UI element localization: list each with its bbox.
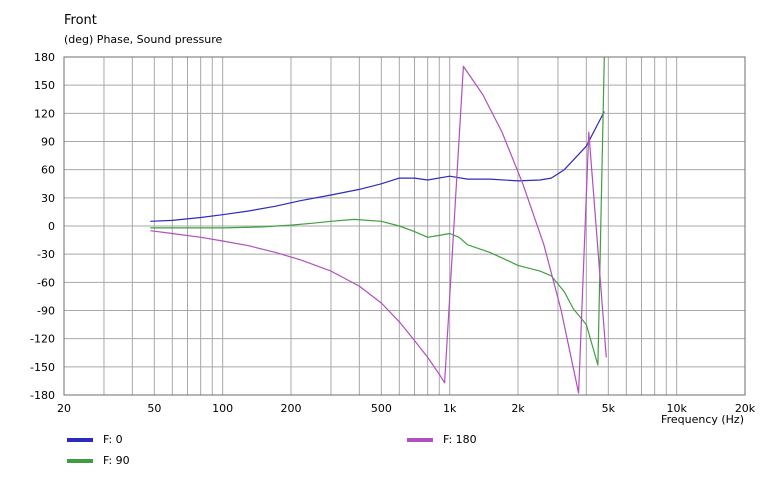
y-tick-label: -60 xyxy=(37,276,55,289)
x-tick-label: 1k xyxy=(443,402,457,415)
x-tick-label: 20k xyxy=(735,402,756,415)
legend-label-f0: F: 0 xyxy=(103,433,123,446)
y-tick-label: 30 xyxy=(41,192,55,205)
x-tick-label: 500 xyxy=(371,402,392,415)
x-tick-label: 10k xyxy=(666,402,687,415)
y-tick-label: -180 xyxy=(30,389,55,402)
y-tick-label: 90 xyxy=(41,136,55,149)
series-line-0 xyxy=(150,111,605,222)
series-lines xyxy=(150,56,607,394)
legend-label-f90: F: 90 xyxy=(103,454,130,467)
y-tick-label: 0 xyxy=(48,220,55,233)
grid xyxy=(64,57,745,395)
x-tick-label: 200 xyxy=(281,402,302,415)
y-tick-label: -120 xyxy=(30,333,55,346)
legend-item-f90: F: 90 xyxy=(67,454,130,467)
legend-swatch-f90 xyxy=(67,458,93,463)
y-tick-label: 180 xyxy=(34,51,55,64)
series-line-1 xyxy=(150,56,605,366)
series-line-2 xyxy=(150,65,607,394)
y-tick-label: 150 xyxy=(34,79,55,92)
x-axis-label: Frequency (Hz) xyxy=(661,413,744,426)
x-tick-label: 100 xyxy=(212,402,233,415)
legend-label-f180: F: 180 xyxy=(443,433,477,446)
x-tick-label: 50 xyxy=(147,402,161,415)
chart-subtitle: (deg) Phase, Sound pressure xyxy=(64,33,223,46)
plot-frame xyxy=(63,56,746,396)
chart-title: Front xyxy=(64,13,97,28)
x-tick-label: 5k xyxy=(602,402,616,415)
x-tick-label: 20 xyxy=(57,402,71,415)
legend-swatch-f180 xyxy=(407,437,433,442)
y-axis-ticks: 180 150 120 90 60 30 0 -30 -60 -90 -120 -150 -180 xyxy=(30,51,55,402)
y-tick-label: 60 xyxy=(41,164,55,177)
x-axis-ticks: 20 50 100 200 500 1k 2k 5k 10k 20k xyxy=(57,402,756,415)
y-tick-label: -150 xyxy=(30,361,55,374)
x-tick-label: 2k xyxy=(511,402,525,415)
y-tick-label: 120 xyxy=(34,107,55,120)
legend-swatch-f0 xyxy=(67,437,93,442)
y-tick-label: -90 xyxy=(37,305,55,318)
legend-item-f0: F: 0 xyxy=(67,433,123,446)
legend-item-f180: F: 180 xyxy=(407,433,477,446)
y-tick-label: -30 xyxy=(37,248,55,261)
